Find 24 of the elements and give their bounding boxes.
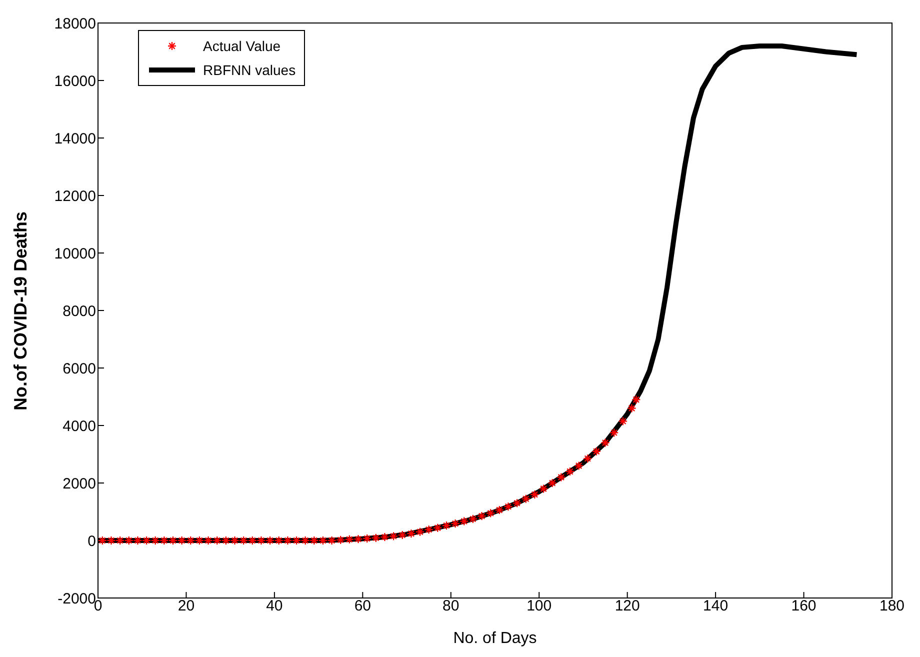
legend-label: Actual Value [203,38,281,54]
y-axis-title: No.of COVID-19 Deaths [10,211,30,410]
y-tick-label: 0 [88,532,96,550]
x-tick-label: 120 [614,598,640,615]
x-tick-label: 160 [791,598,816,615]
x-tick-label: 180 [879,598,905,615]
y-tick-label: 4000 [62,418,96,435]
x-tick-label: 140 [703,598,728,615]
y-tick-label: 18000 [54,15,96,32]
y-tick-label: 6000 [62,360,96,378]
x-tick-label: 100 [526,598,552,615]
x-axis-title: No. of Days [453,630,537,647]
x-tick-label: 40 [266,598,283,615]
legend-label: RBFNN values [203,62,296,78]
y-tick-label: 16000 [54,72,96,90]
y-tick-label: 12000 [54,188,96,205]
x-tick-label: 60 [354,598,372,615]
x-tick-label: 80 [442,598,460,615]
y-tick-label: 10000 [54,245,96,262]
x-tick-label: 20 [178,598,195,615]
y-tick-label: 14000 [54,130,96,148]
y-tick-label: -2000 [58,590,96,608]
y-tick-label: 2000 [62,475,96,492]
y-tick-label: 8000 [62,302,96,320]
